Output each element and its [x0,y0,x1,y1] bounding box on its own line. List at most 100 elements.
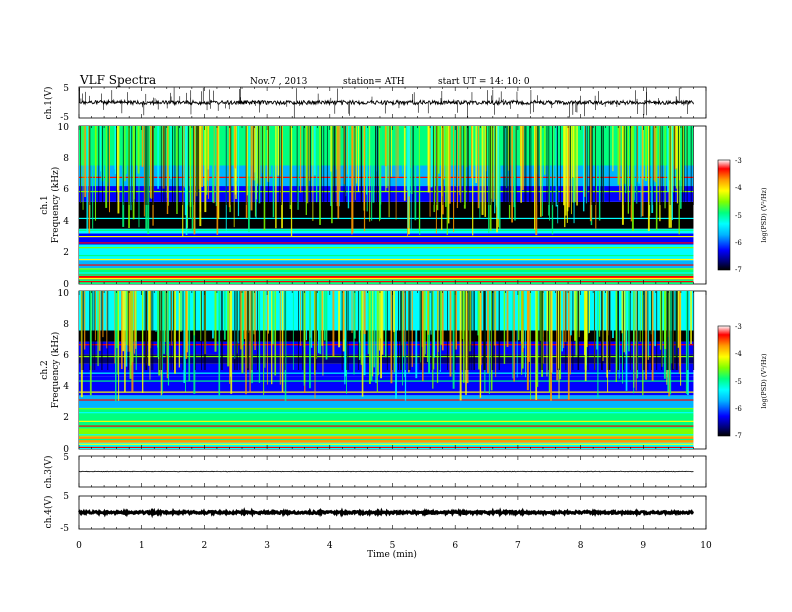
sferic-streak [636,126,639,182]
quiet-streak [693,126,694,205]
sferic-streak [132,291,134,363]
sferic-streak [534,126,536,230]
sferic-streak [372,291,374,377]
sferic-streak [463,291,465,383]
quiet-streak [79,126,81,205]
ch2-spec-ytick-4: 4 [63,382,69,392]
sferic-streak [570,291,572,336]
sferic-streak [141,126,144,167]
spectral-band [79,407,694,429]
date-label: Nov.7 , 2013 [250,77,308,87]
quiet-streak [494,126,496,205]
sferic-streak [277,126,280,176]
quiet-streak [669,126,671,205]
sferic-streak [105,126,106,181]
sferic-streak [88,126,91,234]
sferic-streak [449,291,452,377]
sferic-streak [254,126,256,181]
sferic-streak [105,126,108,208]
sferic-streak [217,126,220,219]
sferic-streak [368,291,371,384]
sferic-streak [484,126,486,217]
quiet-streak [586,126,588,205]
sferic-streak [272,126,275,218]
sferic-streak [254,291,256,351]
quiet-streak [447,291,448,370]
sferic-streak [193,291,195,336]
sferic-streak [330,126,332,172]
sferic-streak [122,291,125,352]
narrowband-line [79,438,694,441]
narrowband-line [79,415,694,417]
quiet-streak [609,291,611,370]
quiet-streak [636,126,638,205]
sferic-streak [258,291,261,383]
sferic-streak [237,126,240,217]
quiet-streak [503,126,505,205]
spectral-band [79,274,694,280]
sferic-streak [622,291,624,384]
ch1-spec-ytick-10: 10 [58,123,70,133]
quiet-streak [354,126,356,205]
sferic-streak [651,126,654,213]
sferic-streak [448,126,451,204]
sferic-streak [586,291,588,348]
sferic-streak [376,291,378,393]
spectral-band [79,354,694,364]
quiet-streak [524,126,526,205]
narrowband-line [79,380,694,382]
quiet-streak [433,126,434,205]
quiet-streak [607,291,609,370]
x-tick-label: 6 [452,541,458,551]
sferic-streak [574,291,576,341]
quiet-streak [690,126,692,205]
sferic-streak [266,291,268,385]
waveform-line [78,507,695,519]
sferic-streak [317,291,320,354]
x-tick-label: 8 [578,541,584,551]
sferic-streak [322,291,324,376]
sferic-streak [185,126,188,235]
sferic-streak [94,126,97,221]
narrowband-line [79,254,694,257]
quiet-streak [323,126,325,205]
quiet-streak [160,126,162,205]
quiet-streak [484,291,486,370]
quiet-streak [637,291,638,370]
sferic-streak [379,126,381,222]
sferic-streak [248,126,250,232]
sferic-streak [249,291,251,393]
sferic-streak [513,126,516,208]
ch2-spec-ytick-10: 10 [58,289,70,299]
quiet-streak [507,126,509,205]
sferic-streak [667,126,669,193]
sferic-streak [430,291,433,335]
sferic-streak [563,291,565,349]
sferic-streak [565,126,567,216]
sferic-streak [430,126,433,188]
sferic-streak [174,291,176,374]
sferic-streak [682,126,684,191]
narrowband-line [79,258,694,261]
narrowband-line [79,391,694,393]
quiet-streak [468,291,470,370]
quiet-streak [623,126,625,205]
sferic-streak [115,291,117,402]
sferic-streak [481,126,484,215]
narrowband-line [79,281,694,283]
sferic-streak [567,126,570,208]
quiet-streak [540,291,542,370]
quiet-streak [676,291,678,370]
ch2-cbar-tick-neg6: -6 [735,405,742,413]
sferic-streak [459,291,462,401]
quiet-streak [464,291,466,370]
sferic-streak [94,291,96,341]
sferic-streak [504,126,507,177]
sferic-streak [148,291,150,366]
quiet-streak [307,126,309,205]
quiet-streak [667,291,669,370]
ch1-spec-ytick-6: 6 [63,185,69,195]
ch1-colorbar-label: log(PSD) (V²/Hz) [760,187,768,242]
sferic-streak [89,291,92,366]
